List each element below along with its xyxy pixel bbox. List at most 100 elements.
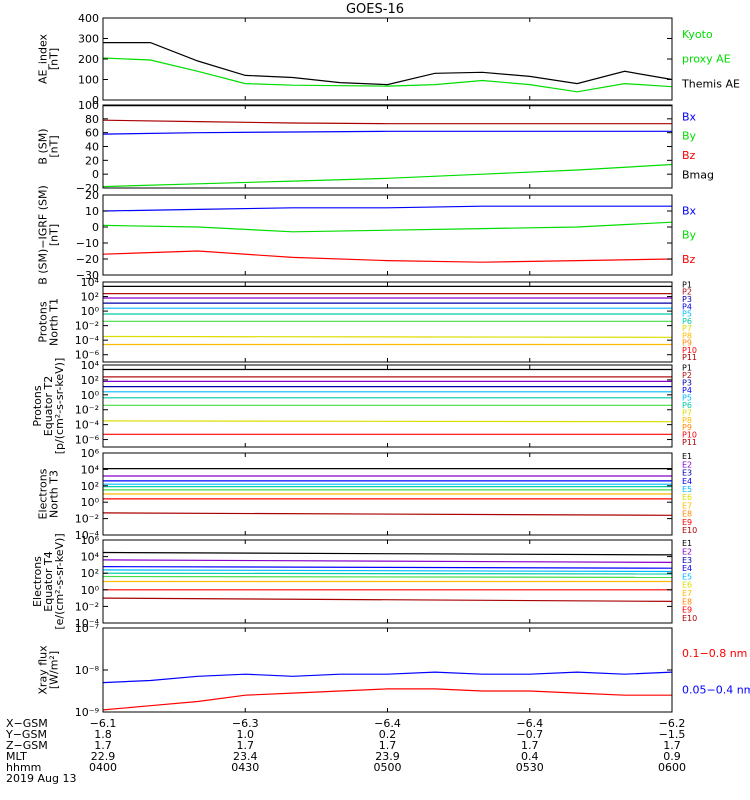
y-axis-label: Electrons — [37, 468, 50, 519]
legend-entry: 0.05−0.4 nm — [682, 684, 750, 697]
channel-label: E10 — [682, 614, 697, 623]
channel-label: E3 — [682, 469, 692, 478]
channel-label: E3 — [682, 556, 692, 565]
y-tick-label: 10⁻² — [75, 320, 99, 333]
x-row-value: −6.3 — [232, 717, 259, 730]
y-tick-label: 200 — [78, 53, 99, 66]
legend-entry: Bz — [682, 149, 696, 162]
x-row-value: 1.0 — [237, 728, 255, 741]
series-line-6-e1 — [102, 551, 673, 556]
y-axis-label: Protons — [37, 301, 50, 342]
series-line-2-by — [102, 221, 673, 233]
y-tick-label: 100 — [78, 74, 99, 87]
figure-title: GOES-16 — [345, 2, 404, 17]
x-row-label: hhmm — [6, 761, 41, 774]
x-row-value: 1.8 — [94, 728, 112, 741]
series-line-1-bx — [102, 130, 672, 135]
y-axis-label: B (SM) — [37, 128, 50, 164]
channel-label: P8 — [682, 416, 692, 425]
channel-label: E9 — [682, 606, 692, 615]
x-row-value: 0400 — [89, 761, 117, 774]
legend-entry: proxy AE — [682, 53, 731, 66]
date-label: 2019 Aug 13 — [6, 772, 76, 785]
y-tick-label: 10⁴ — [81, 551, 100, 564]
y-tick-label: 10⁰ — [81, 305, 100, 318]
y-tick-label: 10⁻⁶ — [75, 434, 100, 447]
channel-label: P6 — [682, 401, 692, 410]
y-tick-label: 10⁴ — [81, 359, 100, 372]
channel-label: P9 — [682, 423, 692, 432]
channel-label: E5 — [682, 485, 692, 494]
y-axis-label: Equator T4 — [42, 551, 55, 611]
y-tick-label: 100 — [78, 99, 99, 112]
y-axis-label: [e/(cm²-s-sr-keV)] — [53, 533, 66, 629]
x-row-label: Y−GSM — [5, 728, 47, 741]
y-tick-label: 10⁻⁶ — [75, 349, 100, 362]
y-tick-label: 10 — [85, 205, 99, 218]
x-row-value: −0.7 — [516, 728, 543, 741]
y-axis-label: [nT] — [48, 224, 61, 246]
y-axis-label: B (SM)−IGRF (SM) — [37, 185, 50, 285]
y-tick-label: 10⁶ — [81, 447, 100, 460]
channel-label: P4 — [682, 302, 692, 311]
series-line-2-bz — [102, 250, 673, 263]
y-axis-label: North T1 — [48, 298, 61, 346]
x-row-value: 1.7 — [663, 739, 681, 752]
channel-label: P10 — [682, 431, 697, 440]
channel-label: E7 — [682, 501, 692, 510]
legend-entry: Bz — [682, 253, 696, 266]
x-row-label: X−GSM — [6, 717, 48, 730]
y-tick-label: 10⁻⁴ — [75, 334, 100, 347]
y-tick-label: 300 — [78, 33, 99, 46]
y-tick-label: 10⁻² — [75, 600, 99, 613]
y-axis-label: AE_index — [37, 33, 50, 84]
channel-label: P2 — [682, 288, 692, 297]
channel-label: P7 — [682, 324, 692, 333]
channel-label: E1 — [682, 452, 692, 461]
y-tick-label: −30 — [76, 269, 99, 282]
y-tick-label: 80 — [85, 113, 99, 126]
y-tick-label: 20 — [85, 154, 99, 167]
series-line-2-bx — [102, 205, 672, 212]
legend-entry: Bx — [682, 204, 697, 217]
y-tick-label: 10⁰ — [81, 584, 100, 597]
y-tick-label: −20 — [76, 182, 99, 195]
channel-label: E1 — [682, 539, 692, 548]
y-tick-label: 10² — [81, 374, 99, 387]
y-tick-label: 10² — [81, 567, 99, 580]
series-line-0-themis-ae — [103, 41, 673, 86]
channel-label: E9 — [682, 518, 692, 527]
x-row-value: −6.1 — [90, 717, 117, 730]
channel-label: P1 — [682, 364, 692, 373]
x-row-value: 0.2 — [379, 728, 397, 741]
channel-label: E10 — [682, 526, 697, 535]
series-line-0-kyoto-proxy-ae — [102, 57, 673, 93]
channel-label: P11 — [682, 438, 697, 447]
channel-label: E6 — [682, 493, 692, 502]
x-row-value: −6.2 — [659, 717, 686, 730]
x-row-value: 23.4 — [233, 750, 258, 763]
legend-entry: Kyoto — [682, 28, 713, 41]
series-line-6-e9 — [102, 597, 673, 603]
x-row-value: 22.9 — [91, 750, 116, 763]
channel-label: P8 — [682, 331, 692, 340]
x-row-label: MLT — [6, 750, 27, 763]
y-tick-label: 60 — [85, 127, 99, 140]
y-tick-label: 0 — [92, 168, 99, 181]
channel-label: P5 — [682, 310, 692, 319]
x-row-value: 0600 — [658, 761, 686, 774]
channel-label: E4 — [682, 477, 692, 486]
x-row-value: 1.7 — [237, 739, 255, 752]
y-tick-label: 10⁻² — [75, 404, 99, 417]
y-axis-label: [p/(cm²-s-sr-keV)] — [53, 358, 66, 455]
channel-label: P3 — [682, 295, 692, 304]
series-line-6-e6 — [102, 575, 673, 579]
channel-label: E4 — [682, 564, 692, 573]
x-row-value: 23.9 — [375, 750, 400, 763]
legend-entry: By — [682, 130, 697, 143]
x-row-value: −6.4 — [374, 717, 401, 730]
x-row-value: 0530 — [516, 761, 544, 774]
panel-frame-1 — [102, 104, 673, 189]
y-axis-label: [W/m²] — [48, 651, 61, 689]
y-tick-label: 0 — [92, 221, 99, 234]
